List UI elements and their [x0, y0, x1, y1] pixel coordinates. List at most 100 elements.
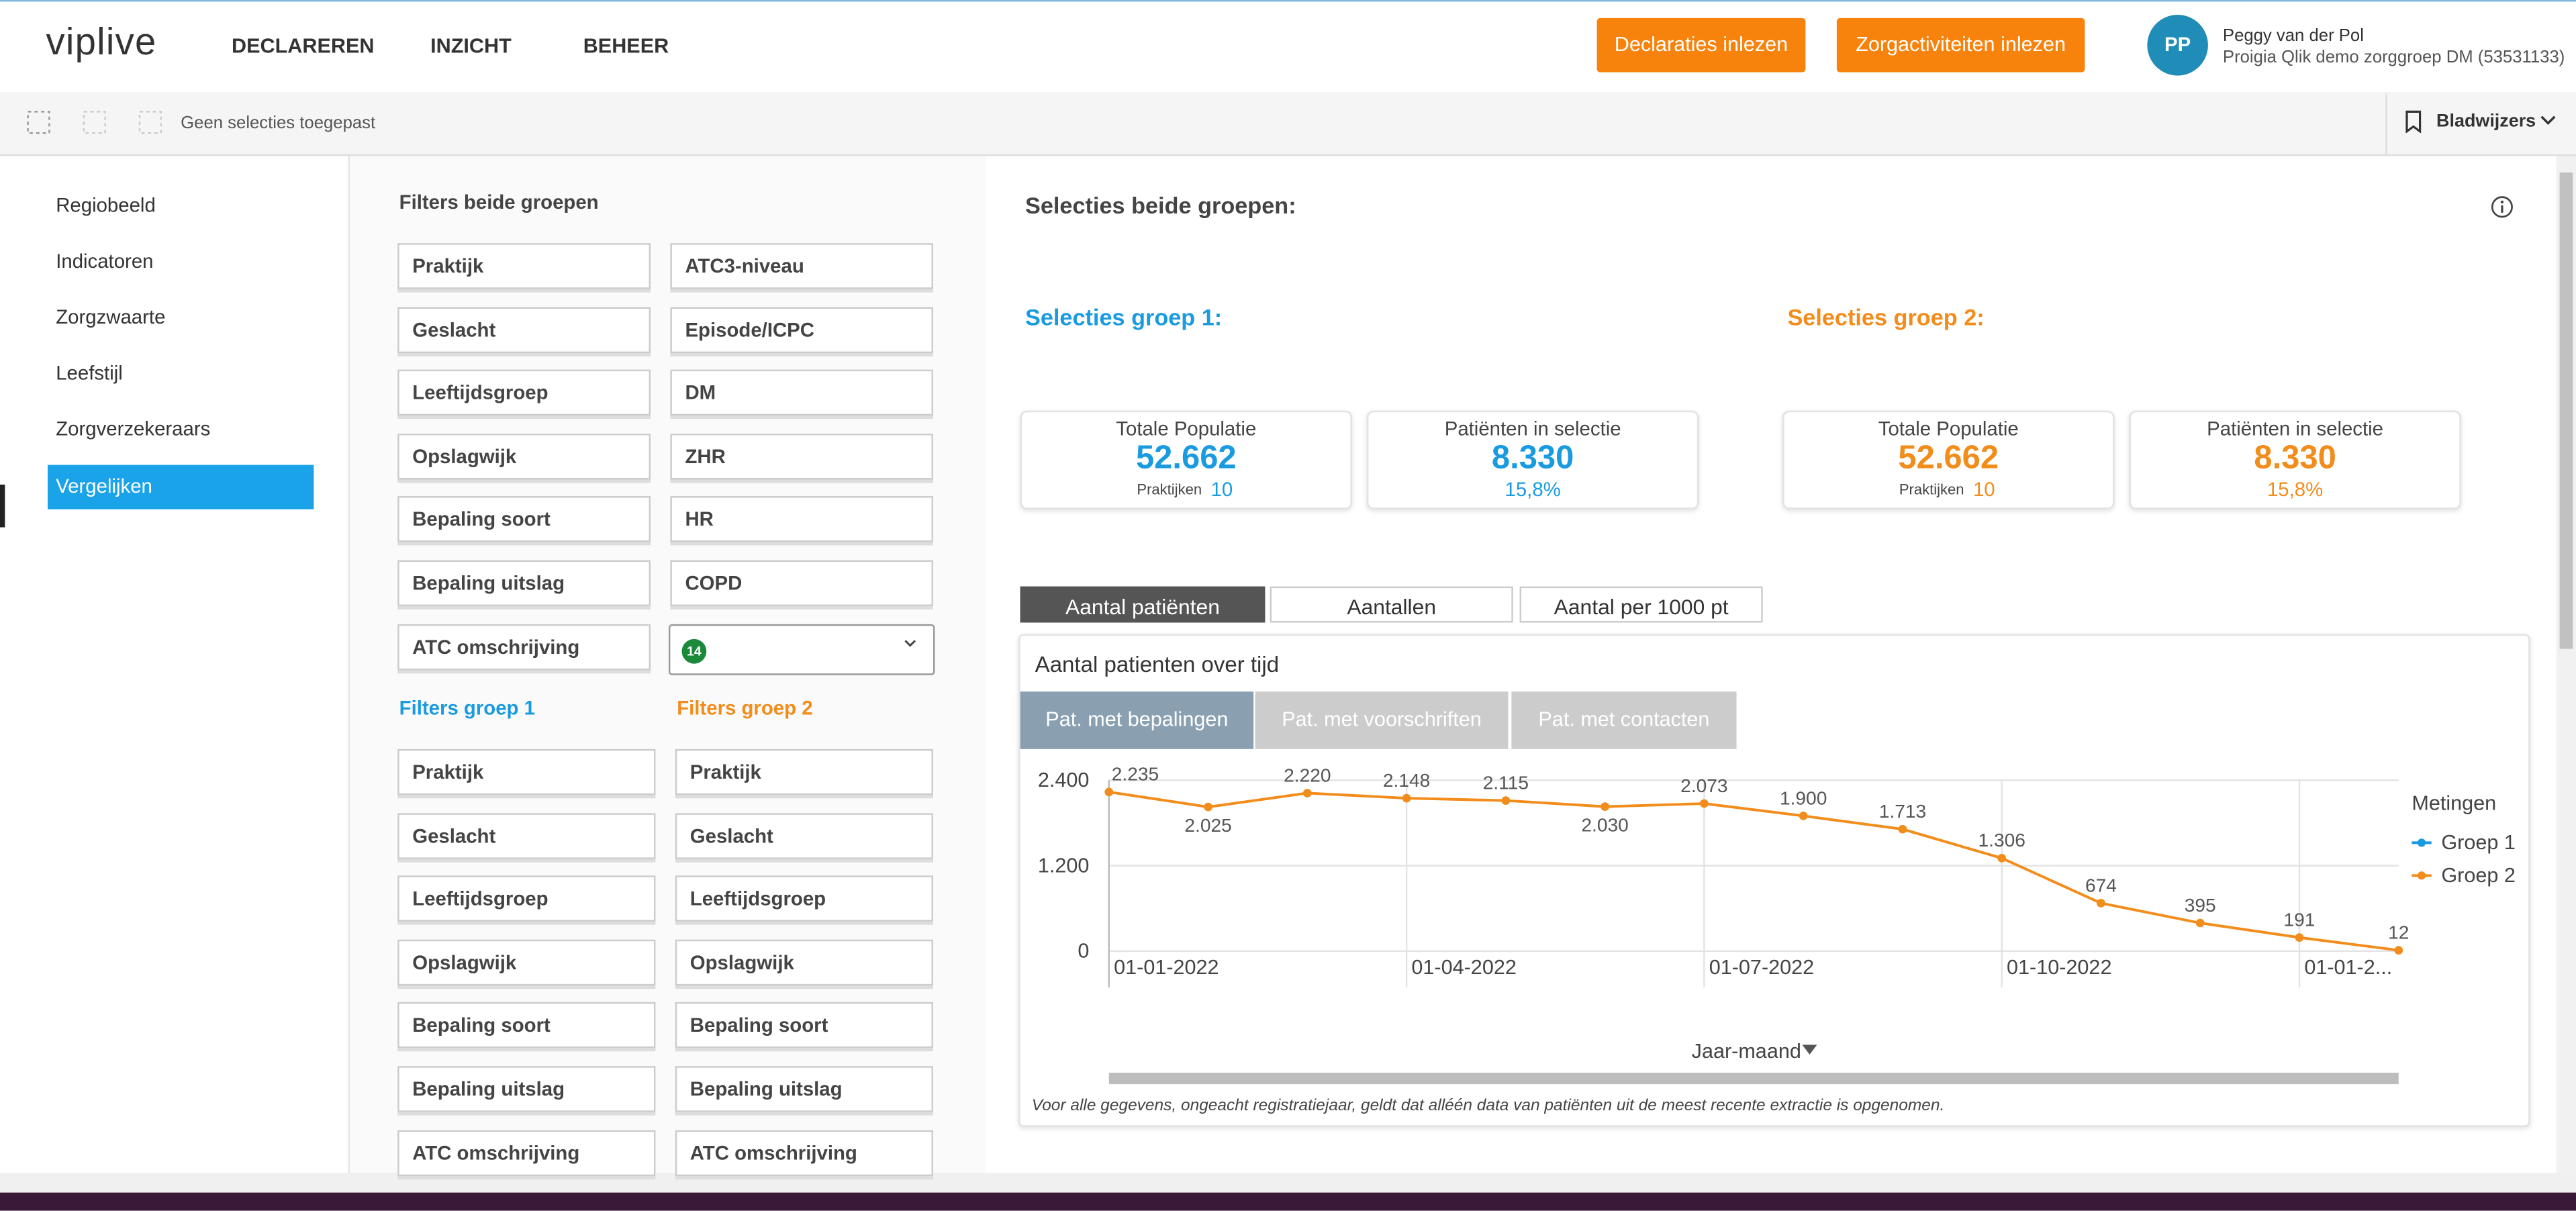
data-label: 2.220	[1284, 765, 1331, 785]
legend-swatch	[2417, 871, 2426, 880]
data-label: 674	[2085, 875, 2117, 895]
data-point	[2295, 933, 2304, 942]
section-title: Selecties groep 1:	[1024, 303, 1223, 330]
user-org: Proigia Qlik demo zorggroep DM (53531133…	[2222, 47, 2565, 68]
x-axis-dropdown	[1802, 1045, 1817, 1055]
x-tick-label: 01-04-2022	[1411, 956, 1516, 979]
data-label: 1.713	[1879, 801, 1926, 822]
sidebar-item[interactable]: Indicatoren	[56, 249, 154, 273]
kpi-sub-value: 15,8%	[1505, 478, 1561, 501]
filter-dropdown[interactable]	[668, 624, 935, 675]
filter-box[interactable]: COPD	[670, 560, 933, 606]
kpi-sub-value: 10	[1210, 478, 1233, 501]
sub-tab[interactable]: Pat. met bepalingen	[1020, 691, 1254, 749]
action-button[interactable]: Declaraties inlezen	[1596, 17, 1806, 72]
filter-box[interactable]: DM	[670, 370, 933, 416]
data-point	[1799, 812, 1808, 820]
data-label: 2.073	[1680, 775, 1727, 796]
sidebar-item[interactable]: Zorgverzekeraars	[56, 417, 211, 440]
data-label: 2.235	[1112, 764, 1159, 785]
filter-box[interactable]: ATC omschrijving	[397, 623, 651, 670]
filter-box[interactable]: Bepaling uitslag	[675, 1066, 933, 1112]
y-tick-label: 0	[1078, 940, 1089, 963]
selection-badge: 14	[681, 638, 707, 664]
filter-box[interactable]: Bepaling uitslag	[397, 1066, 656, 1112]
sidebar-item[interactable]: Leefstijl	[56, 361, 123, 385]
bottom-strip	[0, 1173, 2576, 1193]
filter-box[interactable]: Geslacht	[397, 306, 651, 353]
taskbar	[0, 1192, 2576, 1211]
kpi-sub-value: 15,8%	[2267, 478, 2324, 501]
legend-title: Metingen	[2412, 791, 2496, 814]
sidebar-item[interactable]: Vergelijken	[47, 465, 314, 510]
filter-box[interactable]: Leeftijdsgroep	[675, 875, 933, 922]
filter-box[interactable]: Praktijk	[397, 243, 651, 289]
filter-box[interactable]: Opslagwijk	[397, 939, 656, 985]
data-point	[1601, 802, 1609, 811]
kpi-label: Totale Populatie	[1116, 417, 1257, 440]
filter-box[interactable]: HR	[670, 496, 933, 543]
nav-menu-item[interactable]: DECLAREREN	[232, 34, 375, 58]
bookmarks-button[interactable]: Bladwijzers	[2436, 111, 2536, 132]
kpi-label: Totale Populatie	[1878, 417, 2019, 440]
nav-menu-item[interactable]: INZICHT	[430, 34, 512, 58]
legend-label: Groep 1	[2441, 831, 2516, 854]
filter-group-title: Filters groep 1	[399, 696, 535, 720]
filter-box[interactable]: Geslacht	[675, 812, 933, 859]
data-label: 395	[2185, 895, 2216, 916]
data-label: 2.115	[1483, 772, 1529, 793]
filter-box[interactable]: Leeftijdsgroep	[397, 875, 656, 922]
data-label: 2.025	[1184, 815, 1231, 836]
filter-box[interactable]: Praktijk	[675, 748, 933, 795]
filter-box[interactable]: Opslagwijk	[397, 433, 651, 480]
action-button[interactable]: Zorgactiviteiten inlezen	[1836, 17, 2085, 72]
user-name: Peggy van der Pol	[2222, 26, 2364, 46]
kpi-value: 52.662	[1135, 440, 1237, 477]
data-point	[2097, 899, 2105, 908]
filter-box[interactable]: ATC omschrijving	[675, 1129, 933, 1176]
nav-menu-item[interactable]: BEHEER	[583, 34, 669, 58]
sidebar-item[interactable]: Regiobeeld	[56, 193, 156, 217]
chevron	[2540, 115, 2556, 125]
filter-title: Filters beide groepen	[399, 190, 599, 214]
bookmarks-divider	[2385, 93, 2576, 155]
tab[interactable]: Aantal per 1000 pt	[1519, 586, 1763, 623]
filter-box[interactable]: Bepaling soort	[397, 496, 651, 543]
kpi-card	[1366, 410, 1699, 510]
toolbar-icons	[27, 111, 162, 134]
scrollbar[interactable]	[2556, 156, 2576, 1173]
filter-box[interactable]: Leeftijdsgroep	[397, 370, 651, 416]
filter-box[interactable]: ZHR	[670, 433, 933, 480]
filter-box[interactable]: Praktijk	[397, 748, 656, 795]
filter-box[interactable]: Episode/ICPC	[670, 306, 933, 353]
filter-box[interactable]: Bepaling soort	[397, 1002, 656, 1049]
chart-scrollbar	[1108, 1072, 2399, 1085]
data-label: 191	[2284, 909, 2316, 930]
filter-box[interactable]: Bepaling uitslag	[397, 560, 651, 606]
filter-box[interactable]: Bepaling soort	[675, 1002, 933, 1049]
tab[interactable]: Aantallen	[1270, 586, 1513, 623]
series-line	[1108, 790, 2399, 952]
filter-box[interactable]: Geslacht	[397, 812, 656, 859]
data-label: 2.030	[1581, 814, 1628, 835]
sub-tab[interactable]: Pat. met contacten	[1511, 691, 1737, 749]
section-title: Selecties beide groepen:	[1024, 192, 1296, 219]
kpi-sub-label: Praktijken	[1899, 481, 1964, 498]
filter-box[interactable]: Opslagwijk	[675, 939, 933, 985]
chart: Aantal patienten over tijd 0 1.200 2.400 01-…	[1035, 652, 2516, 1085]
logo[interactable]: viplive	[46, 19, 157, 62]
data-point	[2195, 918, 2205, 928]
filter-box[interactable]: ATC3-niveau	[670, 243, 933, 289]
tab[interactable]: Aantal patiënten	[1020, 586, 1266, 623]
selection-status: Geen selecties toegepast	[181, 113, 376, 134]
data-point	[1402, 793, 1411, 803]
filter-box[interactable]: ATC omschrijving	[397, 1129, 656, 1176]
filter-group-title: Filters groep 2	[677, 696, 813, 720]
sidebar-item[interactable]: Zorgzwaarte	[56, 305, 166, 329]
sub-tab[interactable]: Pat. met voorschriften	[1255, 691, 1509, 749]
data-point	[1700, 799, 1709, 808]
data-point	[1501, 796, 1511, 805]
x-tick-label: 01-10-2022	[2007, 956, 2111, 979]
user-avatar[interactable]: PP	[2147, 15, 2208, 76]
kpi-card	[1020, 410, 1352, 510]
